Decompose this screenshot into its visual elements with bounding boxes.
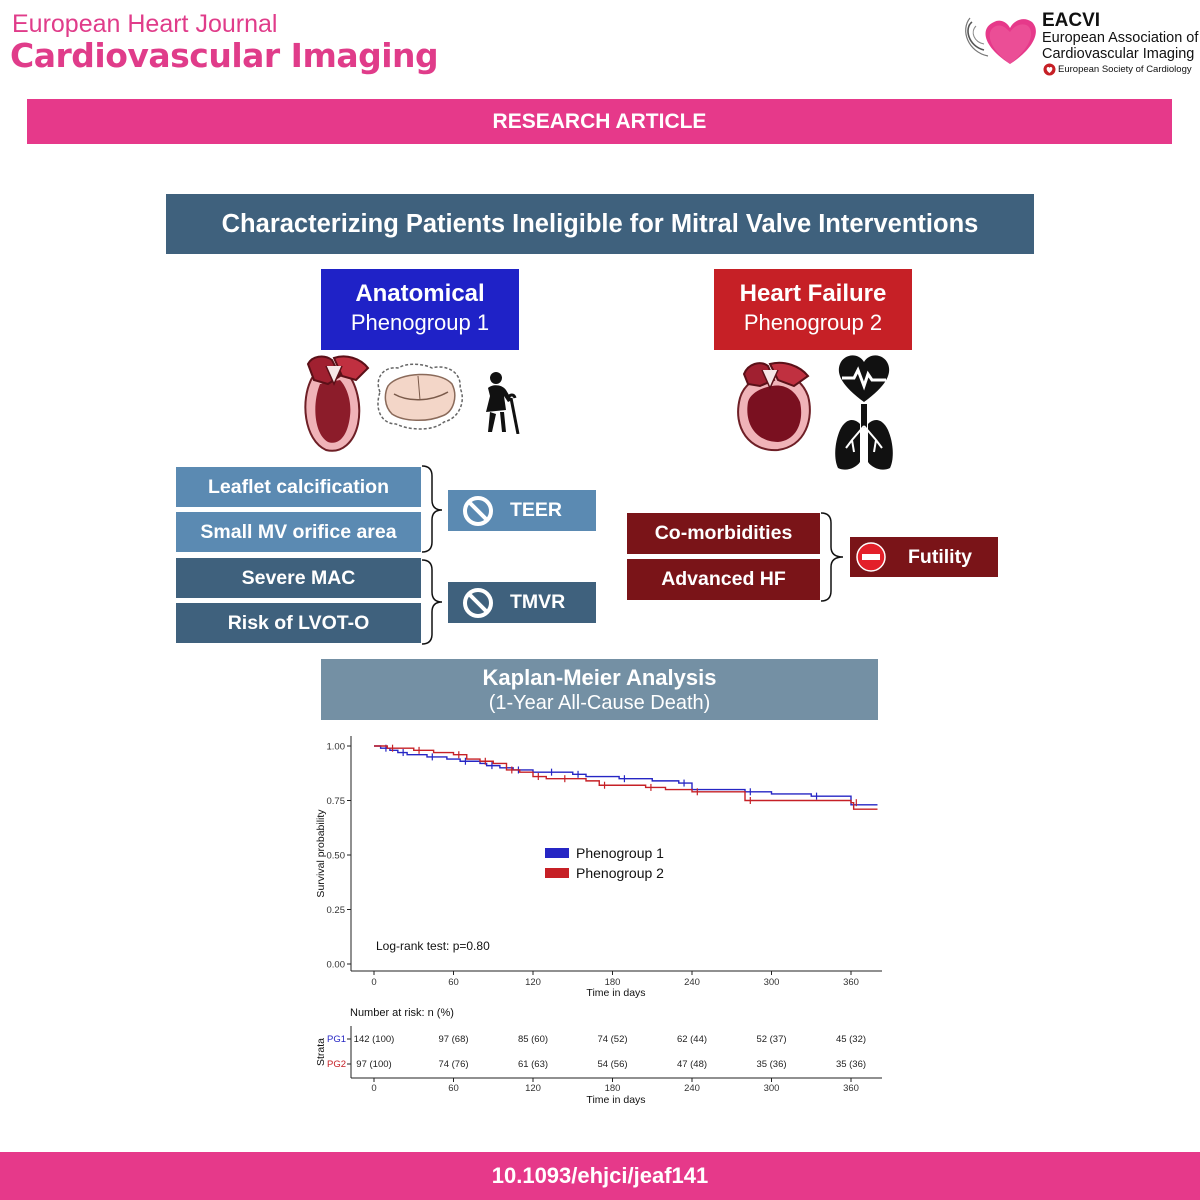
x-tick-label: 240 [684, 977, 700, 988]
phenogroup1-subtitle: Phenogroup 1 [350, 310, 490, 335]
calcified-valve-icon [377, 363, 464, 430]
risk-row-label: PG2 [327, 1059, 346, 1070]
esc-name: European Society of Cardiology [1058, 64, 1192, 75]
logrank-annotation: Log-rank test: p=0.80 [376, 939, 490, 953]
risk-cell: 61 (63) [518, 1059, 548, 1070]
risk-x-tick-label: 300 [764, 1083, 780, 1094]
phenogroup2-subtitle: Phenogroup 2 [743, 310, 883, 335]
factor-leaflet-calcification: Leaflet calcification [176, 467, 421, 507]
eacvi-title: EACVI [1042, 10, 1101, 31]
esc-heart-icon [1043, 63, 1056, 76]
heart-rate-icon [838, 355, 890, 402]
x-tick-label: 60 [448, 977, 459, 988]
risk-cell: 85 (60) [518, 1034, 548, 1045]
heart-anatomy-icon [304, 355, 370, 452]
km-title-box: Kaplan-Meier Analysis (1-Year All-Cause … [321, 659, 878, 720]
risk-x-tick-label: 180 [605, 1083, 621, 1094]
risk-cell: 62 (44) [677, 1034, 707, 1045]
risk-x-tick-label: 120 [525, 1083, 541, 1094]
risk-table-strata-label: Strata [315, 1038, 327, 1066]
risk-x-tick-label: 240 [684, 1083, 700, 1094]
article-type-banner: RESEARCH ARTICLE [27, 99, 1172, 144]
phenogroup2-box: Heart Failure Phenogroup 2 [714, 269, 912, 350]
x-tick-label: 360 [843, 977, 859, 988]
eacvi-name-line1: European Association of [1042, 30, 1199, 46]
outcome-teer-label: TEER [510, 499, 563, 521]
eacvi-name-line2: Cardiovascular Imaging [1042, 46, 1195, 62]
doi-footer: 10.1093/ehjci/jeaf141 [0, 1152, 1200, 1200]
risk-cell: 54 (56) [597, 1059, 627, 1070]
factor-advanced-hf: Advanced HF [627, 559, 820, 600]
main-title: Characterizing Patients Ineligible for M… [166, 194, 1034, 254]
risk-table-x-label: Time in days [586, 1094, 645, 1106]
km-chart: 0.00 0.25 0.50 0.75 1.00 0 60 120 180 240 300 360 Ti… [315, 736, 882, 1106]
km-subtitle: (1-Year All-Cause Death) [488, 692, 711, 714]
risk-cell: 45 (32) [836, 1034, 866, 1045]
risk-cell: 97 (68) [438, 1034, 468, 1045]
y-tick-label: 0.75 [327, 796, 346, 807]
elderly-person-icon [486, 372, 520, 434]
prohibited-icon [463, 495, 493, 526]
y-tick-label: 1.00 [327, 742, 346, 753]
journal-name-main: Cardiovascular Imaging [10, 36, 439, 75]
x-tick-label: 120 [525, 977, 541, 988]
legend-swatch-2 [545, 868, 569, 878]
lungs-icon [835, 404, 893, 470]
legend-label-1: Phenogroup 1 [576, 845, 664, 861]
risk-cell: 35 (36) [836, 1059, 866, 1070]
risk-table-title: Number at risk: n (%) [350, 1007, 454, 1019]
journal-name-top: European Heart Journal [12, 10, 278, 38]
x-tick-label: 300 [764, 977, 780, 988]
risk-x-tick-label: 360 [843, 1083, 859, 1094]
factor-risk-lvot: Risk of LVOT-O [176, 603, 421, 643]
factor-severe-mac: Severe MAC [176, 558, 421, 598]
risk-cell: 142 (100) [354, 1034, 395, 1045]
risk-cell: 47 (48) [677, 1059, 707, 1070]
risk-cell: 35 (36) [756, 1059, 786, 1070]
pg2-brace [820, 512, 844, 602]
no-entry-icon [856, 542, 886, 572]
risk-x-tick-label: 0 [371, 1083, 376, 1094]
legend-label-2: Phenogroup 2 [576, 865, 664, 881]
dilated-heart-icon [737, 361, 811, 452]
risk-cell: 74 (76) [438, 1059, 468, 1070]
x-tick-label: 180 [605, 977, 621, 988]
phenogroup1-box: Anatomical Phenogroup 1 [321, 269, 519, 350]
y-tick-label: 0.25 [327, 905, 346, 916]
x-axis-label: Time in days [586, 987, 645, 999]
phenogroup1-title: Anatomical [355, 280, 485, 307]
risk-row-label: PG1 [327, 1034, 346, 1045]
km-title: Kaplan-Meier Analysis [482, 665, 717, 690]
y-tick-label: 0.00 [327, 960, 346, 971]
outcome-futility-label: Futility [908, 545, 972, 568]
risk-cell: 74 (52) [597, 1034, 627, 1045]
x-tick-label: 0 [371, 977, 376, 988]
km-plot-area: 0.00 0.25 0.50 0.75 1.00 0 60 120 180 240 300 360 Ti… [315, 736, 882, 1106]
factor-small-mv-orifice: Small MV orifice area [176, 512, 421, 552]
prohibited-icon [463, 587, 493, 618]
y-tick-label: 0.50 [327, 851, 346, 862]
km-series-line-2 [374, 745, 878, 810]
phenogroup2-title: Heart Failure [739, 280, 887, 307]
y-axis-label: Survival probability [315, 809, 327, 898]
legend-swatch-1 [545, 848, 569, 858]
eacvi-heart-logo-icon [965, 17, 1036, 64]
outcome-tmvr-label: TMVR [510, 591, 566, 613]
risk-cell: 97 (100) [356, 1059, 391, 1070]
pg1-braces [421, 465, 443, 645]
outcome-futility: Futility [850, 537, 998, 577]
risk-x-tick-label: 60 [448, 1083, 459, 1094]
outcome-tmvr: TMVR [448, 582, 596, 623]
factor-comorbidities: Co-morbidities [627, 513, 820, 554]
outcome-teer: TEER [448, 490, 596, 531]
risk-cell: 52 (37) [756, 1034, 786, 1045]
km-series-line-1 [374, 745, 878, 806]
